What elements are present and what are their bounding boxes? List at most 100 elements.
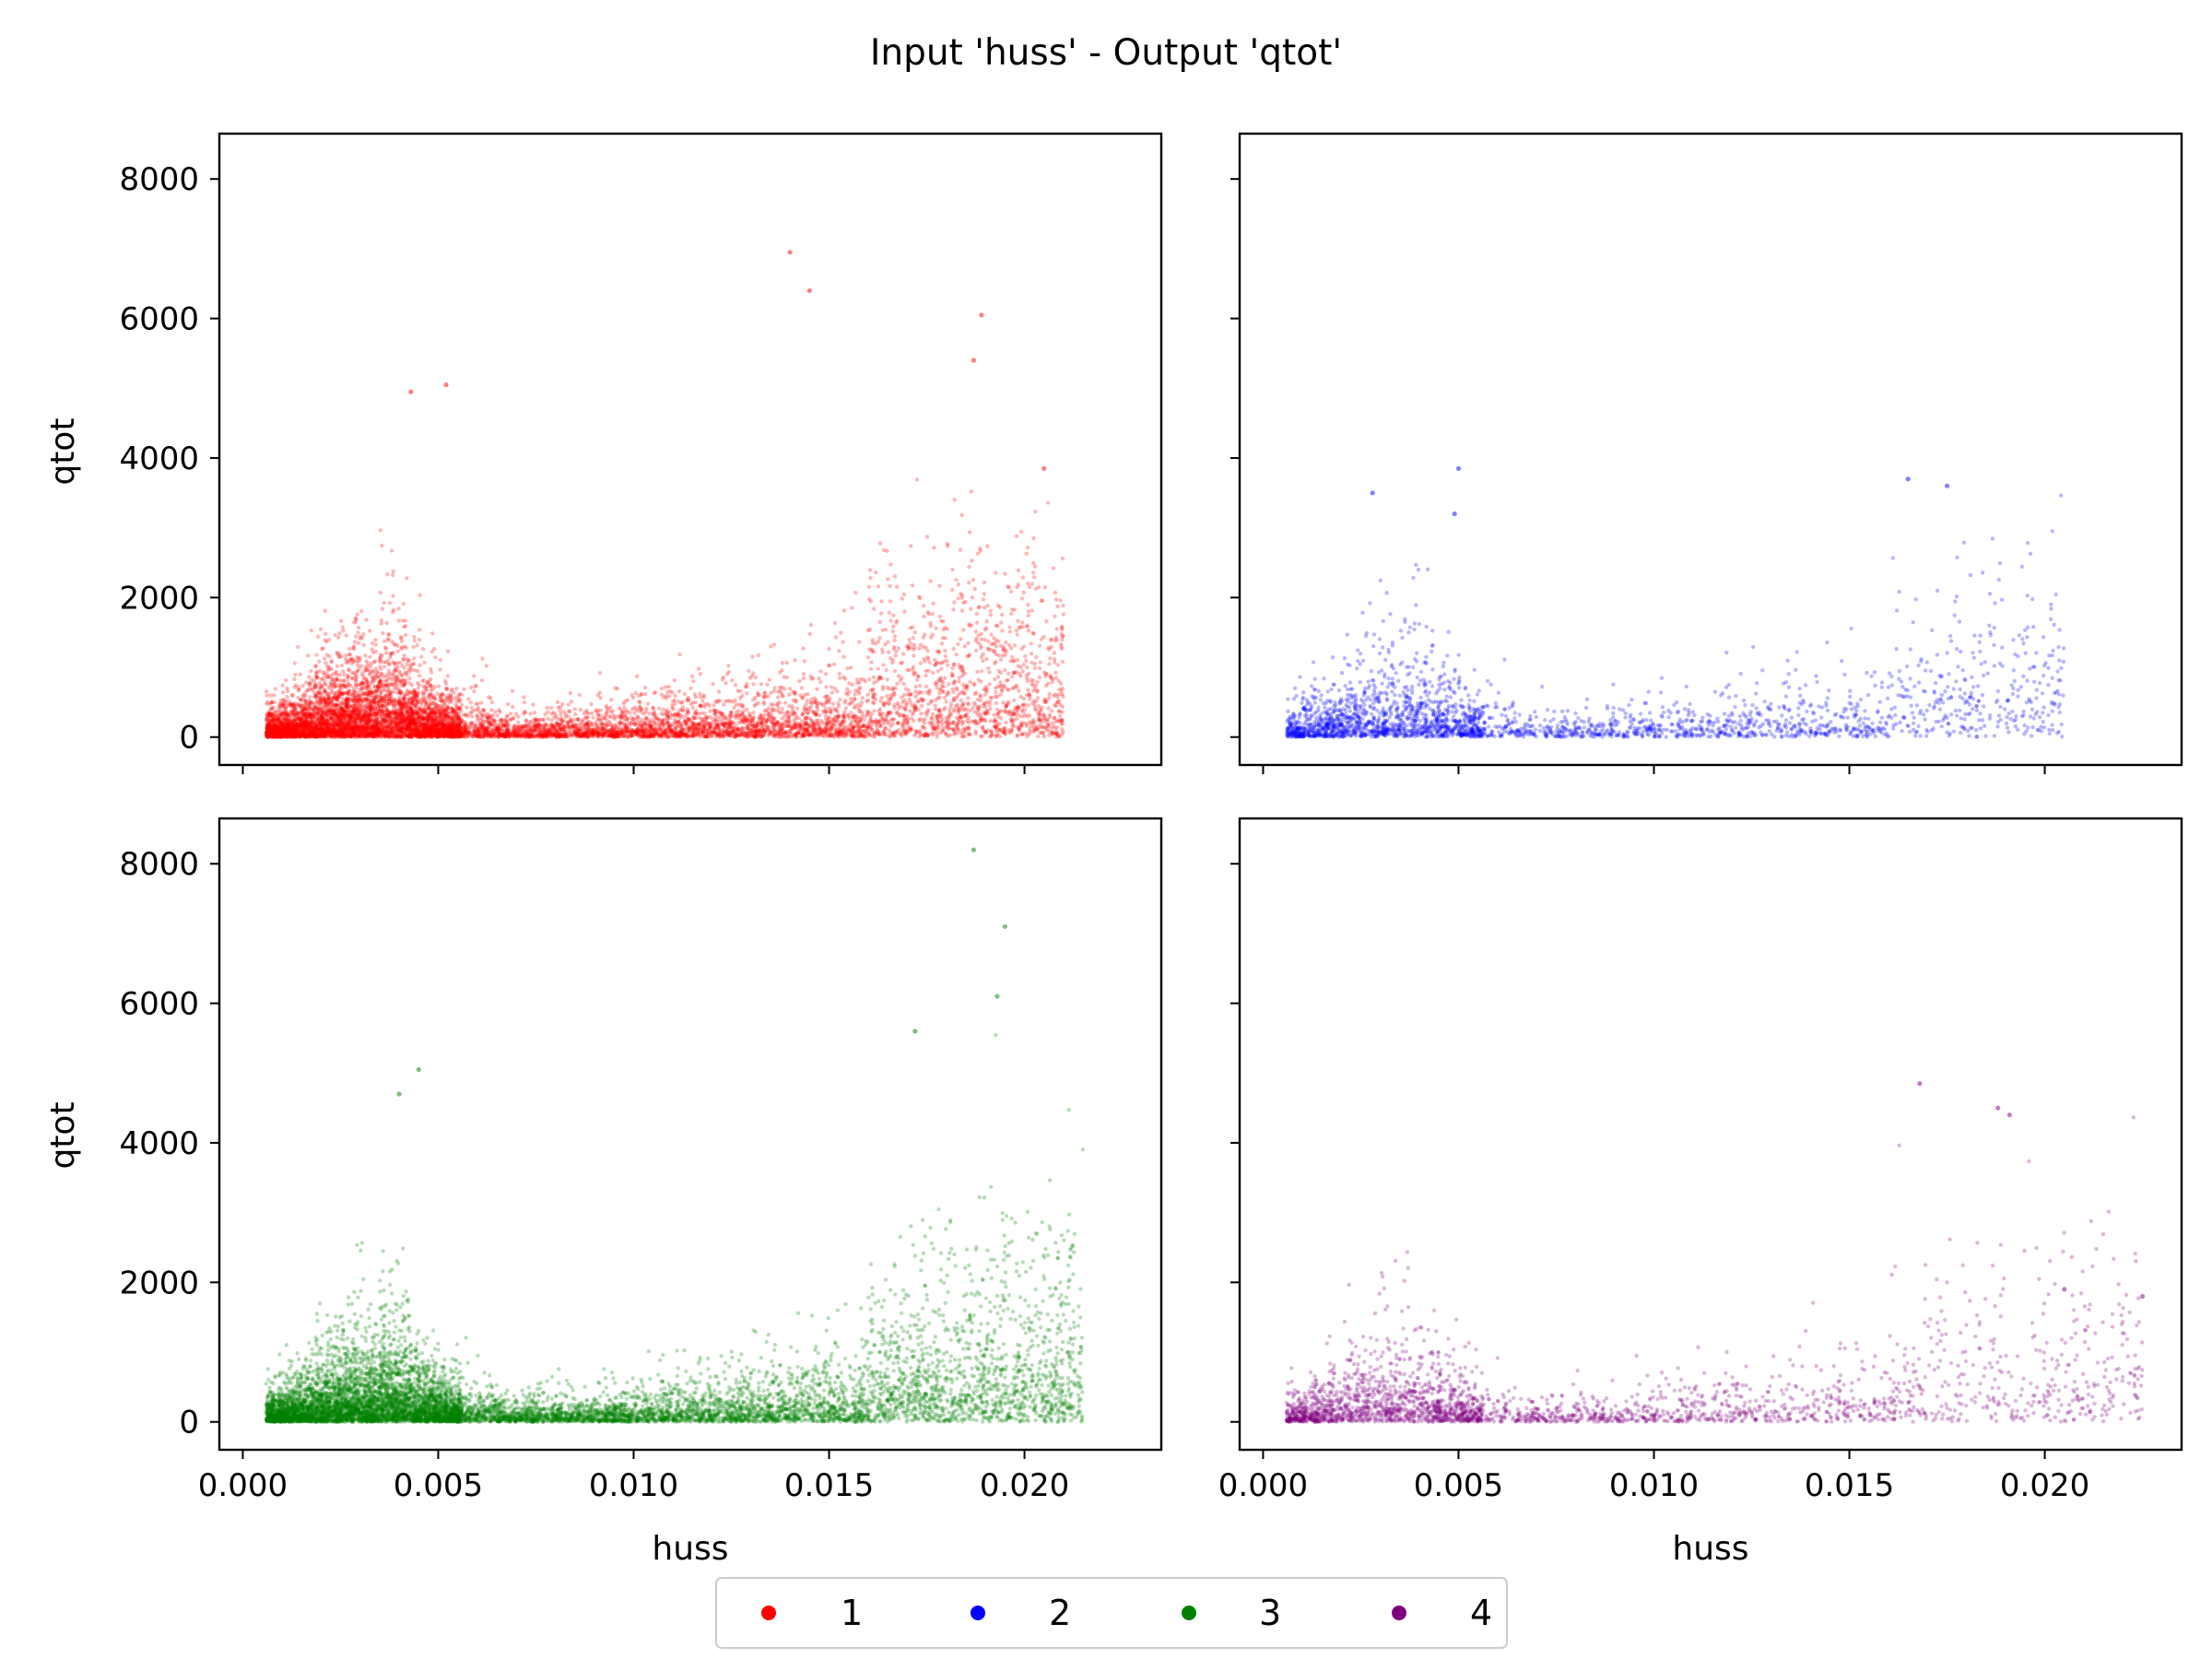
scatter-point	[356, 630, 359, 634]
scatter-point	[330, 660, 334, 664]
scatter-point	[364, 618, 368, 621]
scatter-point	[1043, 585, 1047, 589]
scatter-point	[966, 702, 970, 706]
scatter-point	[567, 702, 571, 706]
scatter-point	[341, 669, 345, 673]
scatter-point	[469, 700, 473, 704]
scatter-point	[1006, 678, 1009, 682]
scatter-point	[975, 670, 979, 674]
scatter-point	[380, 618, 383, 622]
scatter-point	[841, 655, 845, 659]
scatter-point	[425, 687, 429, 690]
scatter-point	[531, 702, 535, 706]
scatter-point	[837, 649, 841, 653]
panel-1-points	[265, 250, 1065, 739]
scatter-point	[971, 595, 974, 599]
scatter-point	[994, 686, 997, 689]
scatter-point	[1034, 684, 1038, 688]
scatter-point	[1028, 692, 1031, 696]
scatter-point	[296, 645, 300, 649]
scatter-point	[801, 647, 805, 651]
scatter-point	[511, 705, 514, 709]
scatter-point	[833, 621, 837, 625]
scatter-point	[998, 685, 1002, 688]
scatter-point	[857, 691, 861, 695]
scatter-point	[1013, 643, 1017, 647]
scatter-point	[937, 583, 941, 587]
scatter-point	[1033, 666, 1037, 670]
scatter-point	[708, 709, 712, 712]
scatter-point	[803, 659, 806, 663]
scatter-point	[919, 661, 923, 665]
scatter-point	[382, 601, 386, 605]
scatter-point	[776, 695, 780, 699]
scatter-point	[950, 568, 954, 571]
scatter-point	[950, 666, 954, 670]
scatter-point	[418, 628, 421, 631]
scatter-point	[922, 724, 925, 728]
scatter-point	[771, 702, 775, 706]
scatter-point	[713, 700, 717, 703]
scatter-point	[632, 717, 636, 721]
scatter-point	[422, 661, 426, 665]
scatter-point	[976, 606, 980, 609]
scatter-point	[886, 686, 889, 689]
scatter-point	[659, 712, 663, 715]
scatter-point	[1061, 557, 1065, 560]
scatter-point	[314, 653, 318, 656]
scatter-point	[435, 692, 439, 696]
scatter-point	[975, 612, 979, 616]
scatter-point	[952, 498, 956, 501]
scatter-point	[300, 684, 304, 688]
scatter-point	[598, 671, 602, 675]
scatter-point	[906, 668, 910, 672]
scatter-point	[293, 673, 297, 677]
scatter-point	[747, 669, 750, 673]
scatter-point	[931, 602, 935, 606]
scatter-point	[727, 670, 731, 674]
scatter-point	[634, 691, 638, 695]
scatter-point	[413, 668, 417, 672]
scatter-point	[959, 547, 962, 551]
scatter-point	[472, 689, 476, 693]
scatter-point	[549, 718, 553, 722]
scatter-point	[693, 692, 697, 696]
scatter-point	[1031, 536, 1035, 540]
scatter-point	[475, 684, 478, 688]
scatter-point	[480, 656, 484, 660]
scatter-point	[998, 606, 1002, 609]
scatter-point	[996, 675, 1000, 678]
scatter-point	[1000, 689, 1004, 693]
scatter-point	[1025, 625, 1029, 629]
scatter-point	[900, 596, 904, 600]
scatter-point	[1006, 672, 1010, 676]
scatter-point	[877, 584, 880, 588]
scatter-point	[454, 687, 458, 690]
scatter-point	[981, 659, 984, 663]
scatter-point	[888, 562, 892, 566]
scatter-point	[858, 686, 862, 689]
scatter-point	[968, 530, 971, 534]
scatter-point	[380, 544, 383, 547]
scatter-point	[1032, 575, 1036, 579]
scatter-point	[985, 544, 989, 547]
scatter-point	[284, 678, 288, 682]
scatter-point	[726, 664, 730, 667]
scatter-point	[1054, 597, 1058, 601]
scatter-point	[405, 576, 408, 580]
scatter-point	[881, 685, 885, 688]
scatter-point	[994, 695, 997, 699]
scatter-point	[1003, 571, 1006, 575]
scatter-point	[546, 717, 549, 721]
scatter-point	[635, 675, 639, 678]
scatter-point	[712, 682, 715, 686]
scatter-point	[354, 635, 358, 639]
scatter-point	[418, 664, 422, 667]
scatter-point	[843, 699, 847, 702]
scatter-point	[390, 652, 394, 655]
scatter-point	[988, 682, 992, 686]
scatter-point	[984, 657, 988, 661]
scatter-point	[293, 661, 297, 665]
scatter-point	[801, 712, 805, 716]
